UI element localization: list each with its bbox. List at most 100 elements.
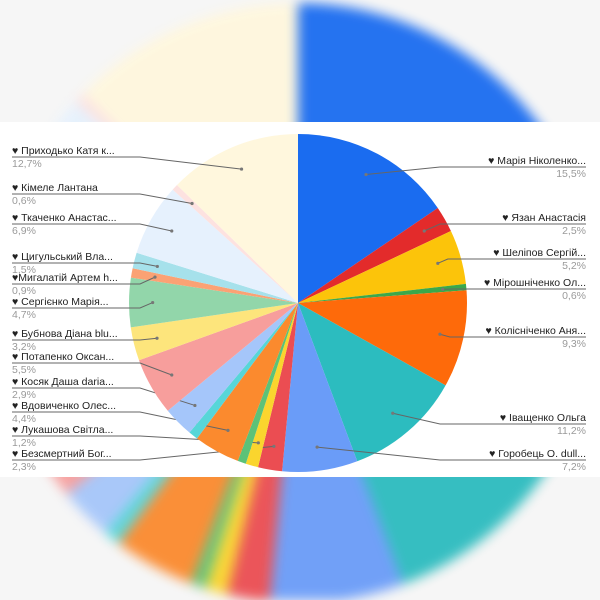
slice-label-percent: 0,9%	[12, 285, 36, 297]
slice-label: ♥ Сергієнко Марія... 4,7%	[12, 296, 109, 321]
slice-label-name: ♥ Лукашова Світла...	[12, 424, 114, 436]
slice-label-name: ♥ Кімеле Лантана	[12, 182, 98, 194]
pie-slice	[129, 277, 298, 328]
slice-label-name: ♥ Ткаченко Анастас...	[12, 212, 117, 224]
slice-label-percent: 2,3%	[12, 461, 36, 473]
slice-label: ♥ Горобець О. dull... 7,2%	[489, 448, 586, 473]
slice-label-name: ♥ Потапенко Оксан...	[12, 351, 115, 363]
slice-label: ♥ Бубнова Діана blu... 3,2%	[12, 328, 118, 353]
slice-label: ♥ Язан Анастасія 2,5%	[502, 212, 586, 237]
slice-label: ♥ Марія Ніколенко... 15,5%	[488, 155, 586, 180]
slice-label-percent: 0,6%	[12, 195, 36, 207]
leader-line	[12, 262, 158, 267]
pie-slice	[298, 283, 467, 303]
slice-label: ♥ Цигульський Вла... 1,5%	[12, 251, 113, 276]
leader-dot	[272, 444, 276, 448]
slice-label: ♥ Іващенко Ольга 11,2%	[500, 412, 586, 437]
slice-label-percent: 0,6%	[562, 290, 586, 302]
leader-dot	[441, 287, 445, 291]
slice-label-name: ♥ Приходько Катя к...	[12, 145, 115, 157]
leader-dot	[170, 373, 174, 377]
slice-label: ♥ Колісніченко Аня... 9,3%	[485, 325, 586, 350]
slice-label: ♥ Безсмертний Бог... 2,3%	[12, 448, 112, 473]
pie-slice	[189, 303, 298, 439]
slice-label-name: ♥ Марія Ніколенко...	[488, 155, 586, 167]
slice-label: ♥ Ткаченко Анастас... 6,9%	[12, 212, 117, 237]
leader-line	[12, 337, 158, 341]
pie-slice	[237, 303, 298, 464]
slice-label-name: ♥ Цигульський Вла...	[12, 251, 113, 263]
leader-dot	[436, 261, 440, 265]
slice-label-name: ♥ Бубнова Діана blu...	[12, 328, 118, 340]
slice-label-percent: 11,2%	[557, 425, 586, 437]
leader-line	[392, 412, 586, 425]
slice-label-percent: 15,5%	[556, 168, 586, 180]
leader-line	[12, 156, 242, 170]
leader-line	[12, 223, 172, 232]
pie-slice	[130, 303, 298, 361]
slice-label: ♥Мигалатій Артем h... 0,9%	[12, 272, 118, 297]
slice-label-percent: 2,5%	[562, 225, 586, 237]
pie-slice	[138, 303, 298, 411]
pie-slice	[298, 290, 467, 386]
slice-label: ♥ Лукашова Світла... 1,2%	[12, 424, 113, 449]
slice-label: ♥ Шелiпов Сергій... 5,2%	[493, 247, 586, 272]
leader-dot	[438, 332, 442, 336]
leader-dot	[155, 336, 159, 340]
slice-label-name: ♥ Косяк Даша daria...	[12, 376, 114, 388]
pie-slice	[298, 303, 446, 462]
slice-label-percent: 5,2%	[562, 260, 586, 272]
leader-line	[12, 362, 172, 376]
leader-dot	[315, 445, 319, 449]
leader-line	[12, 302, 153, 309]
slice-label: ♥ Потапенко Оксан... 5,5%	[12, 351, 114, 376]
pie-slice	[172, 185, 298, 303]
slice-label-name: ♥ Мірошніченко Ол...	[484, 277, 586, 289]
slice-label-percent: 4,7%	[12, 309, 36, 321]
leader-line	[437, 258, 586, 264]
slice-label-percent: 7,2%	[562, 461, 586, 473]
slice-label-name: ♥ Іващенко Ольга	[499, 412, 586, 424]
leader-line	[424, 223, 586, 232]
slice-label: ♥ Мірошніченко Ол... 0,6%	[484, 277, 586, 302]
pie-slice	[282, 303, 358, 473]
slice-label: ♥ Приходько Катя к... 12,7%	[12, 145, 115, 170]
pie-slice	[196, 303, 298, 461]
pie-slice	[167, 303, 298, 433]
leader-line	[365, 166, 586, 176]
leader-dot	[155, 264, 159, 269]
leader-dot	[364, 172, 368, 177]
leader-line	[439, 333, 586, 338]
leader-dot	[239, 167, 244, 171]
leader-line	[12, 193, 193, 204]
leader-dot	[391, 411, 395, 415]
slice-label-name: ♥ Язан Анастасія	[502, 212, 586, 224]
leader-dot	[190, 201, 194, 206]
leader-dot	[170, 229, 174, 233]
pie-slice	[258, 303, 298, 472]
slice-label-name: ♥ Шелiпов Сергій...	[493, 247, 586, 259]
slice-label-percent: 6,9%	[12, 225, 36, 237]
pie-slice	[298, 208, 451, 303]
leader-dot	[151, 300, 155, 305]
leader-dot	[153, 275, 157, 279]
slice-label-percent: 4,4%	[12, 413, 36, 425]
slice-label-name: ♥Мигалатій Артем h...	[12, 272, 118, 284]
leader-dot	[193, 403, 197, 408]
slice-label-name: ♥ Горобець О. dull...	[489, 448, 586, 460]
leader-dot	[422, 229, 426, 233]
slice-label: ♥ Кімеле Лантана 0,6%	[12, 182, 98, 207]
slice-label: ♥ Вдовиченко Олес... 4,4%	[12, 400, 116, 425]
slice-label-name: ♥ Сергієнко Марія...	[12, 296, 109, 308]
slice-label-percent: 5,5%	[12, 364, 36, 376]
slice-label-percent: 1,2%	[12, 437, 36, 449]
pie-slice	[136, 189, 298, 303]
pie-slice	[298, 231, 466, 303]
slice-label-percent: 2,9%	[12, 389, 36, 401]
slice-label-percent: 1,5%	[12, 264, 36, 276]
slice-label-name: ♥ Вдовиченко Олес...	[12, 400, 117, 412]
pie-slice	[177, 134, 298, 303]
leader-line	[12, 276, 156, 285]
slice-label-name: ♥ Безсмертний Бог...	[12, 448, 112, 460]
